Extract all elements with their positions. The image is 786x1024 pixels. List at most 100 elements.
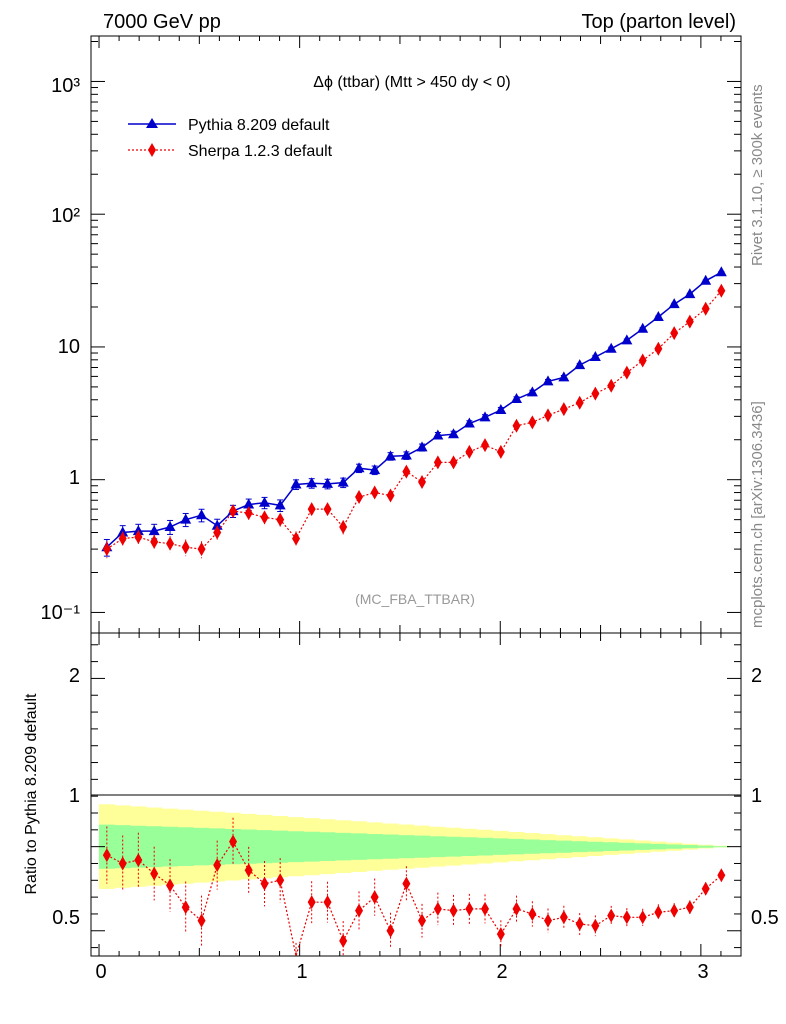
ratio-data-point [481, 901, 490, 916]
data-point-pythia [479, 411, 491, 422]
data-point-sherpa [166, 536, 175, 551]
main-axis-ticks [91, 36, 742, 633]
ratio-data-point [575, 917, 584, 932]
analysis-watermark: (MC_FBA_TTBAR) [355, 591, 475, 607]
data-point-sherpa [638, 353, 647, 368]
ratio-data-point [323, 895, 332, 910]
main-plot-data [101, 266, 727, 559]
ratio-axis-ticks [91, 633, 742, 956]
main-ytick-label: 10 [58, 336, 80, 358]
legend-pythia-marker [146, 118, 158, 128]
data-point-pythia [164, 521, 176, 532]
main-ytick-label: 10³ [51, 75, 80, 97]
main-ytick-label: 10⁻¹ [41, 602, 81, 624]
ratio-data-point [685, 900, 694, 915]
ratio-data-point [622, 910, 631, 925]
data-point-sherpa [465, 444, 474, 459]
ratio-ytick-label: 0.5 [52, 907, 80, 929]
data-point-pythia [605, 342, 617, 353]
data-point-pythia [589, 350, 601, 361]
ratio-y-axis-label: Ratio to Pythia 8.209 default [23, 693, 40, 895]
data-point-pythia [558, 371, 570, 382]
data-point-sherpa [355, 490, 364, 505]
data-point-sherpa [528, 415, 537, 430]
ratio-y-tick-labels-right: 0.5 1 2 [751, 665, 779, 929]
data-point-sherpa [717, 283, 726, 298]
ratio-xtick-label: 1 [296, 961, 307, 983]
header-collision-label: 7000 GeV pp [103, 11, 221, 33]
ratio-data-point [701, 881, 710, 896]
ratio-ytick-label-right: 1 [751, 785, 762, 807]
data-point-pythia [637, 322, 649, 333]
ratio-ytick-label-right: 0.5 [751, 907, 779, 929]
data-point-sherpa [370, 485, 379, 500]
ratio-data-point [370, 890, 379, 905]
data-point-sherpa [276, 512, 285, 527]
ratio-data-point [670, 903, 679, 918]
data-point-pythia [526, 386, 538, 397]
ratio-data-point [496, 927, 505, 942]
legend: Pythia 8.209 default Sherpa 1.2.3 defaul… [128, 117, 333, 160]
header-process-label: Top (parton level) [581, 11, 736, 33]
ratio-plot-panel: 0.5 1 2 0.5 1 2 0 1 2 3 Ratio to Pythia … [23, 632, 779, 983]
legend-sherpa-label: Sherpa 1.2.3 default [188, 143, 333, 160]
data-point-sherpa [134, 530, 143, 545]
ratio-data-point [197, 913, 206, 928]
data-point-pythia [400, 449, 412, 460]
data-point-sherpa [307, 502, 316, 517]
data-point-sherpa [544, 408, 553, 423]
data-point-pythia [684, 288, 696, 299]
data-point-pythia [290, 478, 302, 489]
data-point-pythia [306, 477, 318, 488]
ratio-data-point [654, 905, 663, 920]
ratio-data-point [512, 901, 521, 916]
ratio-ytick-label: 1 [69, 785, 80, 807]
data-point-sherpa [386, 488, 395, 503]
ratio-data-point [339, 933, 348, 948]
ratio-data-point [118, 856, 127, 871]
ratio-data-point [244, 863, 253, 878]
data-point-sherpa [323, 502, 332, 517]
data-point-pythia [353, 462, 365, 473]
main-plot-title: Δϕ (ttbar) (Mtt > 450 dy < 0) [313, 74, 511, 91]
data-point-sherpa [102, 542, 111, 557]
ratio-x-tick-labels: 0 1 2 3 [95, 961, 708, 983]
data-point-pythia [196, 509, 208, 520]
ratio-data-point [276, 873, 285, 888]
data-point-sherpa [607, 378, 616, 393]
data-point-sherpa [512, 418, 521, 433]
data-point-sherpa [685, 314, 694, 329]
data-point-sherpa [197, 542, 206, 557]
ratio-data-point [213, 858, 222, 873]
ratio-data-point [591, 918, 600, 933]
ratio-data-point [544, 913, 553, 928]
ratio-data-point [134, 853, 143, 868]
ratio-data-point [465, 901, 474, 916]
ratio-data-point [402, 876, 411, 891]
ratio-data-point [433, 901, 442, 916]
ratio-data-point [307, 895, 316, 910]
ratio-data-point [717, 868, 726, 883]
data-point-sherpa [481, 438, 490, 453]
data-point-pythia [574, 359, 586, 370]
ratio-data-point [418, 913, 427, 928]
ratio-ytick-label: 2 [69, 665, 80, 687]
ratio-xtick-label: 3 [697, 961, 708, 983]
mcplots-reference-label: mcplots.cern.ch [arXiv:1306.3436] [749, 401, 766, 628]
ratio-data-point [150, 866, 159, 881]
legend-pythia-label: Pythia 8.209 default [188, 117, 330, 134]
data-point-pythia [715, 266, 727, 277]
main-ytick-label: 1 [69, 467, 80, 489]
main-ytick-label: 10² [51, 205, 80, 227]
data-point-sherpa [244, 506, 253, 521]
data-point-sherpa [118, 531, 127, 546]
data-point-sherpa [292, 531, 301, 546]
data-point-sherpa [559, 402, 568, 417]
ratio-y-tick-labels-left: 0.5 1 2 [52, 665, 80, 929]
rivet-version-label: Rivet 3.1.10, ≥ 300k events [749, 84, 766, 266]
ratio-data-point [559, 910, 568, 925]
ratio-uncertainty-bands [98, 804, 730, 889]
data-point-sherpa [496, 444, 505, 459]
ratio-ytick-label-right: 2 [751, 665, 762, 687]
